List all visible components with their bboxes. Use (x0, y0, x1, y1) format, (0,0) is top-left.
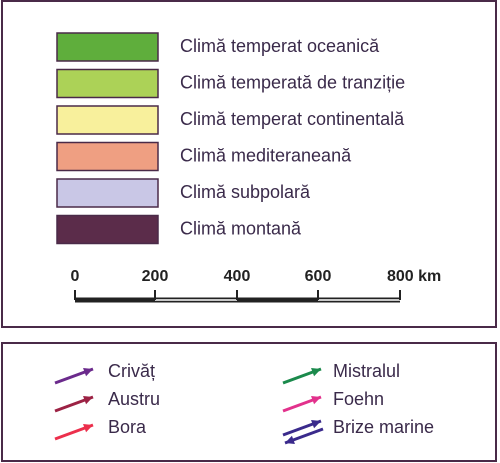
swatch (56, 141, 159, 172)
climate-label: Climă temperat oceanică (180, 36, 380, 56)
climate-label: Climă mediteraneană (180, 145, 352, 165)
scale-label: 600 (305, 268, 332, 285)
arrow-head (311, 396, 321, 405)
wind-frame (1, 342, 497, 462)
scale-label: 800 km (387, 268, 441, 285)
arrow-head (83, 396, 93, 405)
climate-label: Climă temperat continentală (180, 109, 405, 129)
legend-frame (1, 0, 497, 328)
scale-label: 0 (71, 268, 80, 285)
swatch (56, 214, 159, 245)
swatch (56, 32, 159, 62)
wind-label: Brize marine (333, 417, 434, 437)
arrow-head (83, 368, 93, 377)
wind-label: Crivăț (108, 361, 155, 381)
wind-label: Austru (108, 389, 160, 409)
swatch (56, 68, 159, 99)
climate-label: Climă subpolară (180, 182, 311, 202)
wind-label: Bora (108, 417, 147, 437)
swatch (56, 105, 159, 135)
arrow-head (285, 435, 295, 444)
scale-label: 400 (224, 268, 251, 285)
arrow-head (83, 424, 93, 433)
wind-label: Foehn (333, 389, 384, 409)
wind-label: Mistralul (333, 361, 400, 381)
swatch (56, 178, 159, 208)
climate-label: Climă montană (180, 218, 302, 238)
scale-label: 200 (142, 268, 169, 285)
climate-label: Climă temperată de tranziție (180, 72, 405, 92)
arrow-head (311, 368, 321, 377)
arrow-head (311, 420, 321, 429)
